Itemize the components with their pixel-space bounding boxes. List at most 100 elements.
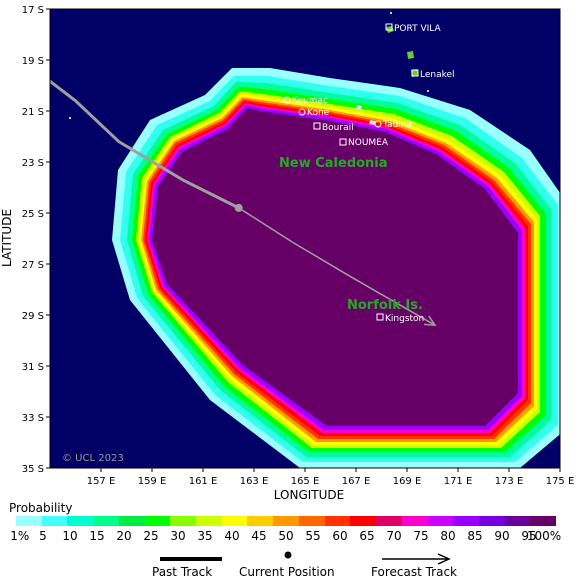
percent-label: 70 xyxy=(386,529,402,543)
color-swatch xyxy=(170,516,197,526)
lon-tick-label: 157 E xyxy=(87,476,116,487)
island-speck-3 xyxy=(390,12,392,14)
color-swatch xyxy=(324,516,351,526)
percent-label: 90 xyxy=(494,529,510,543)
x-axis-label: LONGITUDE xyxy=(274,488,344,500)
percent-label: 40 xyxy=(224,529,240,543)
percent-label: 35 xyxy=(197,529,213,543)
kone-marker xyxy=(298,108,306,116)
lon-tick-label: 171 E xyxy=(444,476,473,487)
lat-tick-label: 17 S xyxy=(22,5,44,16)
vanuatu-island-tanna xyxy=(411,69,418,77)
bourail-marker xyxy=(313,122,321,130)
past-track-symbol xyxy=(160,557,222,561)
legend-title: Probability xyxy=(9,501,73,515)
past-track-label: Past Track xyxy=(152,565,213,579)
color-swatch xyxy=(530,516,557,526)
color-swatch xyxy=(273,516,299,526)
color-swatch xyxy=(376,516,402,526)
percent-label: 65 xyxy=(359,529,375,543)
place-label: Kingston xyxy=(385,314,424,324)
color-swatch xyxy=(401,516,428,526)
color-swatch xyxy=(16,516,42,526)
tadine-marker xyxy=(374,120,382,128)
forecast-track-line xyxy=(238,207,436,326)
legend-panel: Probability 1% 5 10 15 20 25 30 35 40 45 50 55 60 65 7… xyxy=(0,497,580,588)
island-speck-2 xyxy=(427,90,429,92)
lon-tick-label: 175 E xyxy=(546,476,575,487)
lenakel-marker xyxy=(411,69,419,77)
kingston-marker xyxy=(376,313,384,321)
lat-tick-label: 23 S xyxy=(22,158,44,169)
lon-tick-label: 161 E xyxy=(189,476,218,487)
koumac-marker xyxy=(283,96,291,104)
place-markers: PORT VILA Lenakel Koumac Kone Bourail Ta… xyxy=(283,23,455,324)
lat-tick-label: 35 S xyxy=(22,464,44,475)
longitude-ticks: 157 E 159 E 161 E 163 E 165 E 167 E 169 E 171 E… xyxy=(87,468,575,487)
percent-label: 20 xyxy=(116,529,132,543)
percent-label: 55 xyxy=(305,529,321,543)
percent-label: 60 xyxy=(332,529,348,543)
forecast-arrow-head xyxy=(424,315,437,327)
place-label: PORT VILA xyxy=(394,24,442,34)
forecast-track-label: Forecast Track xyxy=(371,565,457,579)
percent-label: 10 xyxy=(62,529,78,543)
color-swatch xyxy=(93,516,119,526)
place-label: Kone xyxy=(307,108,330,118)
percent-label: 80 xyxy=(440,529,456,543)
percent-label: 95 xyxy=(521,529,537,543)
color-swatch xyxy=(350,516,377,526)
probability-swath xyxy=(112,68,560,468)
island-speck-1 xyxy=(69,117,71,119)
color-swatch xyxy=(504,516,531,526)
probability-color-scale xyxy=(16,516,557,526)
lon-tick-label: 163 E xyxy=(240,476,269,487)
current-position-label: Current Position xyxy=(239,565,335,579)
percent-label: 75 xyxy=(413,529,429,543)
color-swatch xyxy=(41,516,68,526)
percent-label: 30 xyxy=(170,529,186,543)
lat-tick-label: 29 S xyxy=(22,311,44,322)
vanuatu-island-erromango xyxy=(407,51,414,59)
current-position-symbol xyxy=(284,551,292,559)
loyalty-island-2 xyxy=(369,120,376,125)
place-label: Tadine xyxy=(382,120,412,130)
color-swatch xyxy=(427,516,454,526)
lat-tick-label: 25 S xyxy=(22,209,44,220)
percent-label: 1% xyxy=(10,529,30,543)
loyalty-island-1 xyxy=(356,105,362,110)
copyright-text: © UCL 2023 xyxy=(62,453,124,464)
color-swatch xyxy=(196,516,222,526)
color-swatch xyxy=(298,516,325,526)
place-label: Bourail xyxy=(322,123,354,133)
percent-label: 85 xyxy=(467,529,483,543)
lon-tick-label: 165 E xyxy=(291,476,320,487)
lon-tick-label: 169 E xyxy=(393,476,422,487)
color-swatch xyxy=(144,516,171,526)
percent-label: 45 xyxy=(251,529,267,543)
lon-tick-label: 159 E xyxy=(138,476,167,487)
lat-tick-label: 27 S xyxy=(22,260,44,271)
color-swatch xyxy=(67,516,94,526)
color-swatch xyxy=(478,516,505,526)
past-track-line xyxy=(50,79,240,210)
lat-tick-label: 21 S xyxy=(22,107,44,118)
percent-label: 50 xyxy=(278,529,294,543)
lat-tick-label: 31 S xyxy=(22,362,44,373)
region-label-new-caledonia: New Caledonia xyxy=(279,156,388,171)
noumea-marker xyxy=(339,138,347,146)
region-label-norfolk: Norfolk Is. xyxy=(347,298,423,313)
latitude-ticks: 17 S 19 S 21 S 23 S 25 S 27 S 29 S 31 S 33 S 35 S xyxy=(22,5,50,475)
place-label: Koumac xyxy=(292,96,328,106)
color-swatch xyxy=(453,516,479,526)
color-swatch xyxy=(221,516,248,526)
color-swatch xyxy=(247,516,274,526)
lon-tick-label: 167 E xyxy=(342,476,371,487)
port-vila-marker xyxy=(385,23,393,31)
probability-labels: 1% 5 10 15 20 25 30 35 40 45 50 55 60 65 70 75 80 85 90 95 1… xyxy=(0,529,580,543)
forecast-track-symbol xyxy=(382,553,451,565)
lat-tick-label: 19 S xyxy=(22,56,44,67)
place-label: NOUMEA xyxy=(348,138,389,148)
probability-map: PORT VILA Lenakel Koumac Kone Bourail Ta… xyxy=(0,5,575,500)
y-axis-label: LATITUDE xyxy=(0,209,14,267)
